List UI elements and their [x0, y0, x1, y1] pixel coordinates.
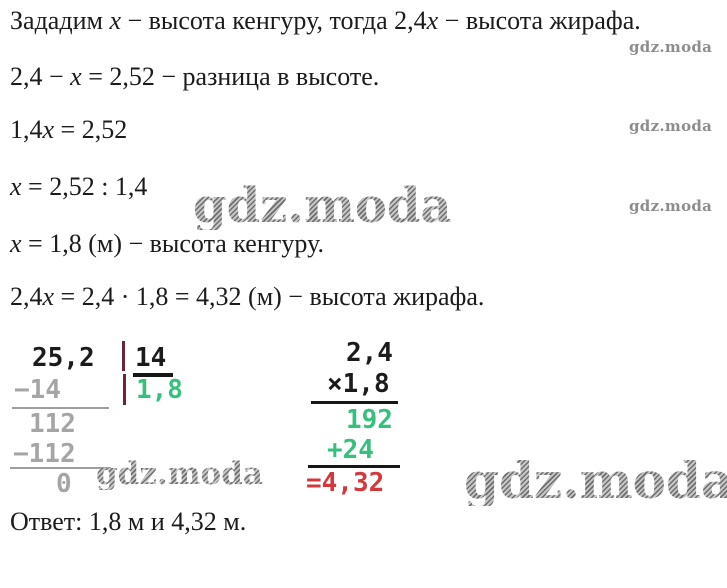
divisor-value: 14 [133, 345, 174, 377]
variable-x: x [42, 282, 55, 311]
division-remainder-1: 112 [29, 409, 76, 439]
solution-line-6: 2,4x = 2,4 · 1,8 = 4,32 (м) − высота жир… [10, 282, 484, 312]
text-segment: = 2,52 [54, 115, 128, 144]
variable-x: x [42, 115, 55, 144]
watermark-small-2: gdz.moda [629, 117, 713, 135]
text-segment: Ответ: 1,8 м и 4,32 м. [10, 507, 247, 536]
division-bar-icon [123, 374, 126, 405]
text-segment: 1,4 [10, 115, 43, 144]
division-subtract-2: −112 [13, 439, 76, 469]
text-segment: 2,4 − [10, 62, 71, 91]
division-dividend: 25,2 [32, 343, 95, 373]
variable-x: x [10, 229, 22, 258]
variable-x: x [426, 6, 439, 35]
variable-x: x [109, 6, 121, 35]
text-segment: 2,4 [10, 282, 43, 311]
solution-line-2: 2,4 − x = 2,52 − разница в высоте. [10, 62, 379, 92]
multiplication-rule-line [311, 401, 398, 404]
division-rule-line [12, 407, 109, 409]
solution-line-1: Зададим x − высота кенгуру, тогда 2,4x −… [10, 6, 641, 36]
division-subtract-1: −14 [14, 375, 61, 405]
division-rule-line [10, 467, 111, 469]
division-remainder-2: 0 [56, 469, 72, 499]
multiplication-factor-1: 2,4 [346, 338, 393, 368]
variable-x: x [70, 62, 82, 91]
text-segment: Зададим [10, 6, 110, 35]
multiplication-factor-2: ×1,8 [327, 369, 390, 399]
watermark-large-bottom-right: gdz.moda [464, 456, 727, 506]
variable-x: x [10, 172, 22, 201]
solution-line-3: 1,4x = 2,52 [10, 115, 127, 145]
division-quotient: 1,8 [136, 375, 183, 405]
text-segment: = 2,52 : 1,4 [21, 172, 148, 201]
text-segment: = 2,52 − разница в высоте. [81, 62, 380, 91]
text-segment: − высота кенгуру, тогда 2,4 [120, 6, 427, 35]
multiplication-partial-1: 192 [346, 405, 393, 435]
division-bar-icon [122, 341, 125, 371]
text-segment: = 2,4 · 1,8 = 4,32 (м) − высота жирафа. [54, 282, 485, 311]
multiplication-rule-line [308, 465, 400, 468]
text-segment: − высота жирафа. [438, 6, 641, 35]
division-divisor: 14 [133, 345, 174, 377]
multiplication-result: =4,32 [306, 468, 385, 498]
watermark-medium-bottom: gdz.moda [96, 456, 263, 492]
answer-line: Ответ: 1,8 м и 4,32 м. [10, 507, 246, 537]
watermark-small-1: gdz.moda [629, 38, 713, 56]
solution-line-4: x = 2,52 : 1,4 [10, 172, 147, 202]
text-segment: = 1,8 (м) − высота кенгуру. [21, 229, 324, 258]
watermark-large-center: gdz.moda [193, 178, 452, 234]
solution-line-5: x = 1,8 (м) − высота кенгуру. [10, 229, 324, 259]
multiplication-partial-2: +24 [327, 435, 374, 465]
watermark-small-3: gdz.moda [629, 197, 713, 215]
